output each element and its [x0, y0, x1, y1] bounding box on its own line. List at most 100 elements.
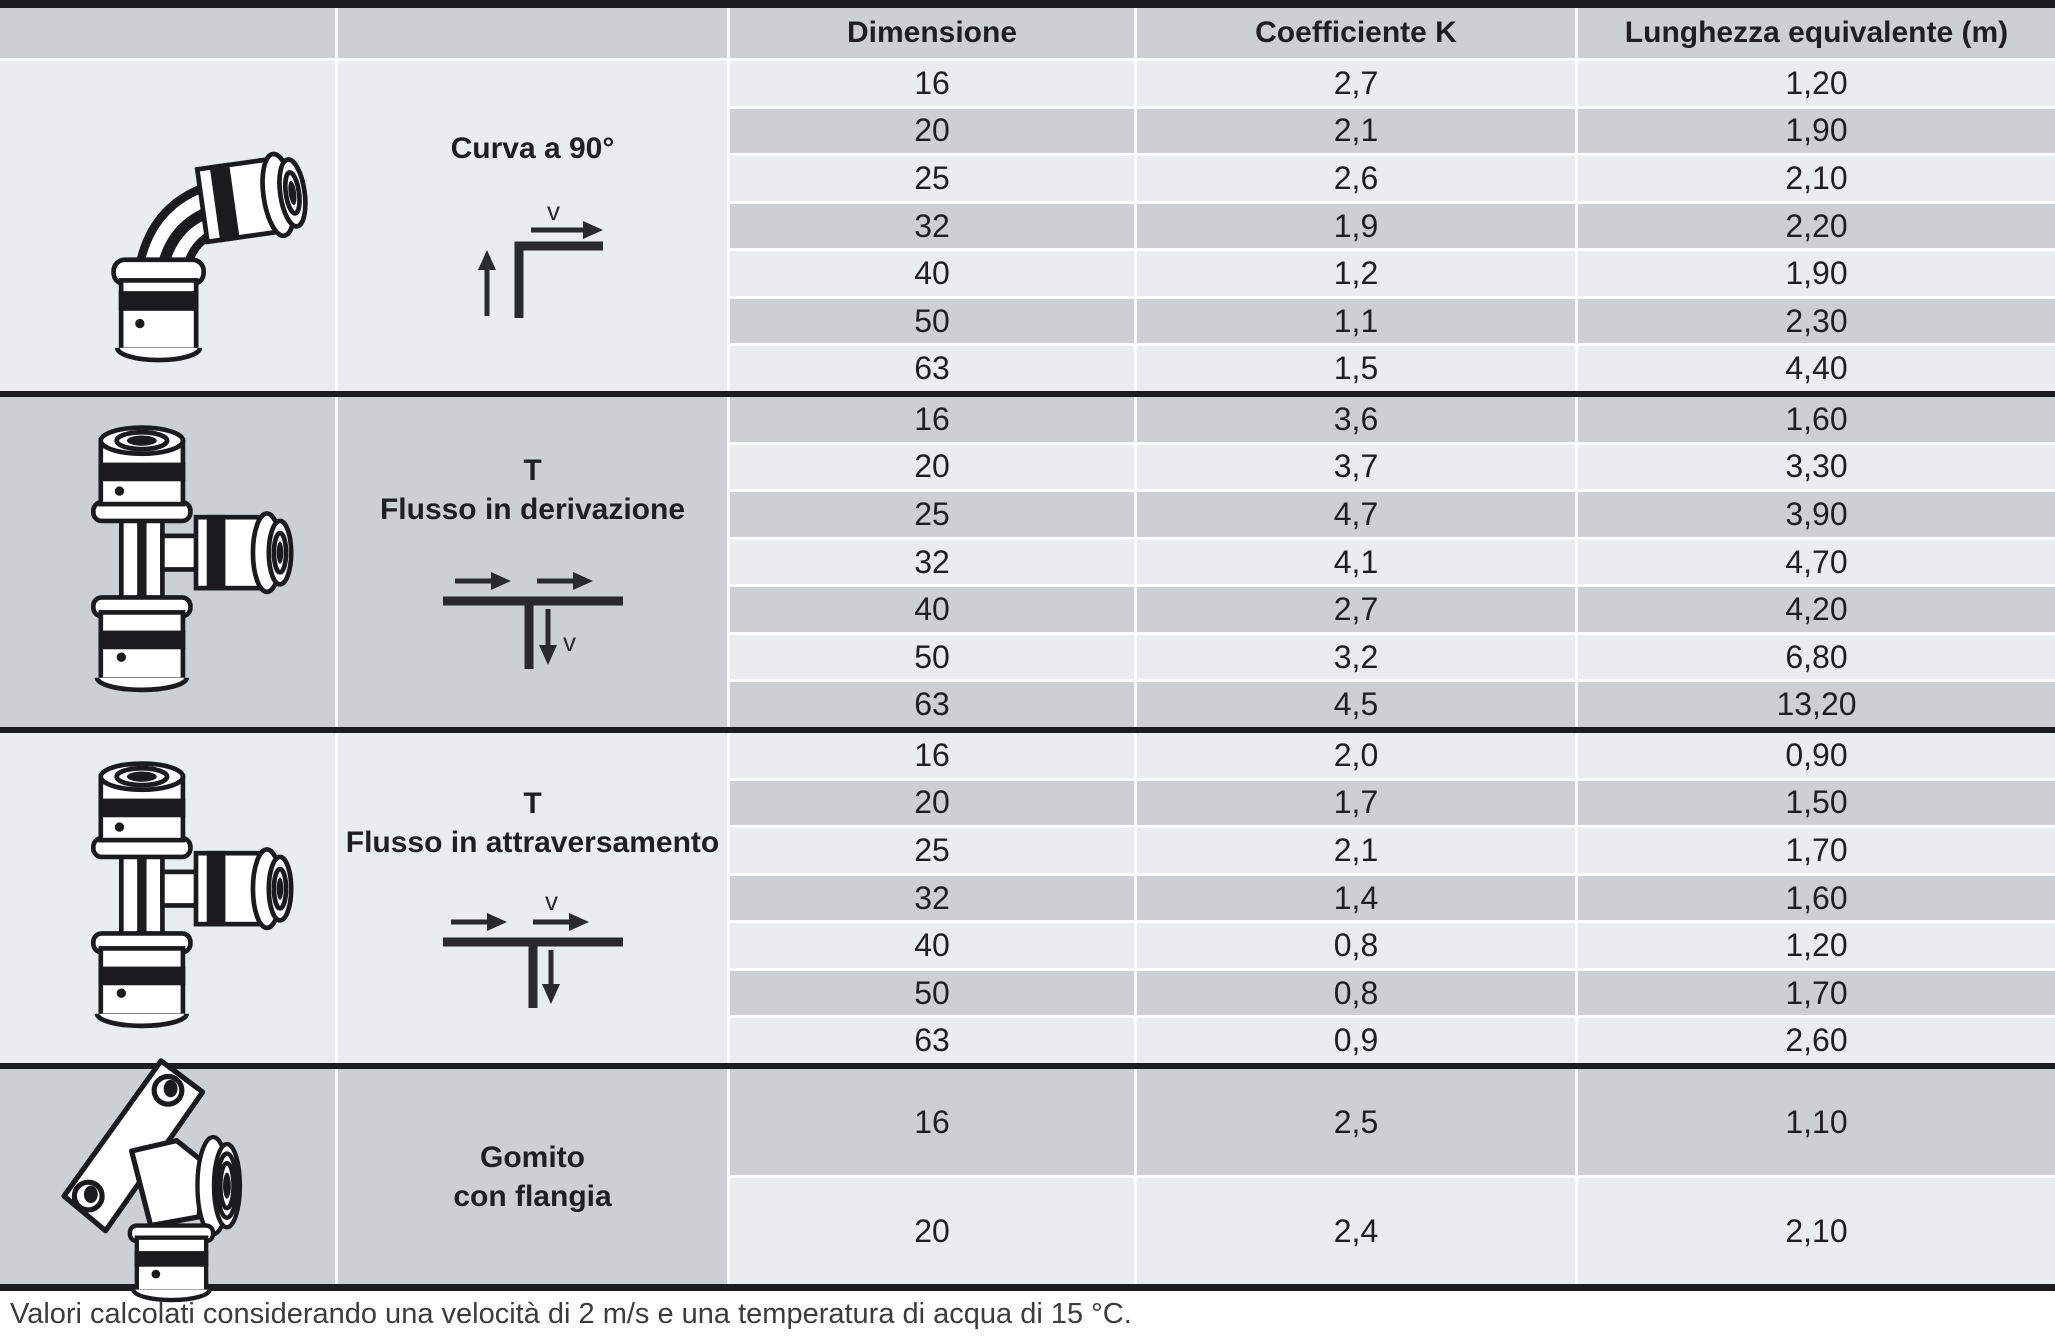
fittings-table: Dimensione Coefficiente K Lunghezza equi…	[0, 0, 2055, 1302]
fitting-name: Gomito con flangia	[453, 1138, 611, 1216]
k-coefficient-value: 2,1	[1137, 108, 1578, 154]
dimension-value: 63	[730, 1018, 1137, 1064]
fitting-label-cell: T Flusso in derivazione v	[338, 397, 730, 727]
equivalent-length-value: 6,80	[1785, 638, 1848, 675]
section-divider	[0, 1063, 2055, 1069]
k-coefficient-value: 2,0	[1137, 733, 1578, 778]
equivalent-length-value: 2,30	[1785, 302, 1848, 339]
equivalent-length-value: 2,10	[1785, 1212, 1848, 1249]
equivalent-length-value: 1,50	[1785, 784, 1848, 821]
k-coefficient-value: 1,7	[1137, 780, 1578, 826]
fitting-label-cell: Gomito con flangia	[338, 1069, 730, 1284]
footnote: Valori calcolati considerando una veloci…	[0, 1291, 2055, 1338]
table-row: 40 2,7 4,20	[730, 587, 2055, 635]
dimension-value: 20	[730, 444, 1137, 490]
equivalent-length-value: 0,90	[1785, 736, 1848, 773]
fitting-name-line: T	[523, 453, 542, 487]
equivalent-length-value: 3,90	[1785, 495, 1848, 532]
fitting-name: Curva a 90°	[451, 129, 615, 168]
table-row: 50 0,8 1,70	[730, 970, 2055, 1019]
table-row: 20 1,7 1,50	[730, 780, 2055, 829]
dimension-value: 25	[730, 492, 1137, 537]
fitting-name-line: con flangia	[453, 1179, 612, 1213]
k-coefficient-value: 3,7	[1137, 444, 1578, 490]
data-rows: 16 3,6 1,60 20 3,7 3,30 25 4,7 3,90 32 4,1 4,70 40 2,…	[730, 397, 2055, 728]
data-rows: 16 2,7 1,20 20 2,1 1,90 25 2,6 2,10 32 1,9 2,20 40 1,…	[730, 61, 2055, 392]
header-coefficiente-k: Coefficiente K	[1137, 8, 1578, 58]
k-coefficient-value: 4,5	[1137, 682, 1578, 728]
table-row: 40 0,8 1,20	[730, 923, 2055, 971]
k-coefficient-value: 0,9	[1137, 1018, 1578, 1064]
k-coefficient-value: 4,7	[1137, 492, 1578, 537]
fitting-section: T Flusso in derivazione v 16 3,6 1,60 20 3,7 3…	[0, 397, 2055, 728]
fitting-name: T Flusso in derivazione	[380, 451, 685, 529]
equivalent-length-value: 1,60	[1785, 400, 1848, 437]
equivalent-length-value: 2,10	[1785, 159, 1848, 196]
table-row: 50 3,2 6,80	[730, 634, 2055, 683]
dimension-value: 32	[730, 539, 1137, 585]
svg-text:v: v	[547, 198, 560, 226]
header-dimensione: Dimensione	[730, 8, 1137, 58]
svg-text:v: v	[563, 627, 576, 657]
k-coefficient-value: 0,8	[1137, 970, 1578, 1016]
k-coefficient-value: 1,9	[1137, 203, 1578, 249]
k-coefficient-value: 1,1	[1137, 298, 1578, 344]
fitting-section: Gomito con flangia 16 2,5 1,10 20 2,4 2,10	[0, 1057, 2055, 1302]
table-row: 32 1,4 1,60	[730, 875, 2055, 924]
section-divider	[0, 391, 2055, 397]
equivalent-length-value: 13,20	[1776, 686, 1857, 723]
table-row: 63 0,9 2,60	[730, 1018, 2055, 1064]
table-row: 32 4,1 4,70	[730, 539, 2055, 588]
k-coefficient-value: 1,5	[1137, 346, 1578, 392]
dimension-value: 63	[730, 682, 1137, 728]
equivalent-length-value: 2,20	[1785, 207, 1848, 244]
equivalent-length-value: 1,20	[1785, 64, 1848, 101]
k-coefficient-value: 4,1	[1137, 539, 1578, 585]
fitting-name-line: Gomito	[479, 1140, 585, 1174]
k-coefficient-value: 1,2	[1137, 251, 1578, 296]
dimension-value: 63	[730, 346, 1137, 392]
tee-through-flow-icon: v	[433, 892, 633, 1012]
fitting-name-line: Curva a 90°	[450, 132, 615, 165]
table-row: 16 2,0 0,90	[730, 733, 2055, 781]
dimension-value: 50	[730, 298, 1137, 344]
svg-text:v: v	[545, 892, 558, 916]
table-row: 25 4,7 3,90	[730, 492, 2055, 540]
equivalent-length-value: 4,40	[1785, 350, 1848, 387]
equivalent-length-value: 1,20	[1785, 927, 1848, 964]
table-bottom-border	[0, 1284, 2055, 1291]
press-elbow-90-illustration	[0, 61, 338, 391]
dimension-value: 25	[730, 156, 1137, 201]
flanged-elbow-illustration	[0, 1057, 338, 1302]
data-rows: 16 2,0 0,90 20 1,7 1,50 25 2,1 1,70 32 1,4 1,60 40 0,…	[730, 733, 2055, 1064]
table-top-border	[0, 0, 2055, 8]
k-coefficient-value: 3,6	[1137, 397, 1578, 442]
dimension-value: 50	[730, 634, 1137, 680]
fitting-section: Curva a 90° v 16 2,7 1,20 20 2,1 1,90 25 2,6 2,1…	[0, 61, 2055, 392]
k-coefficient-value: 1,4	[1137, 875, 1578, 921]
k-coefficient-value: 2,5	[1137, 1069, 1578, 1175]
header-image-column	[0, 8, 338, 58]
fitting-label-cell: Curva a 90° v	[338, 61, 730, 391]
dimension-value: 16	[730, 733, 1137, 778]
table-row: 16 2,5 1,10	[730, 1069, 2055, 1178]
k-coefficient-value: 2,7	[1137, 61, 1578, 106]
equivalent-length-value: 1,90	[1785, 112, 1848, 149]
k-coefficient-value: 2,6	[1137, 156, 1578, 201]
data-rows: 16 2,5 1,10 20 2,4 2,10	[730, 1069, 2055, 1284]
header-lunghezza-equivalente: Lunghezza equivalente (m)	[1578, 8, 2055, 58]
k-coefficient-value: 2,4	[1137, 1178, 1578, 1284]
equivalent-length-value: 4,20	[1785, 591, 1848, 628]
k-coefficient-value: 2,1	[1137, 828, 1578, 873]
equivalent-length-value: 1,90	[1785, 255, 1848, 292]
table-row: 20 2,4 2,10	[730, 1178, 2055, 1284]
table-row: 20 3,7 3,30	[730, 444, 2055, 493]
header-fitting-column	[338, 8, 730, 58]
k-coefficient-value: 2,7	[1137, 587, 1578, 632]
fitting-section: T Flusso in attraversamento v 16 2,0 0,90 20…	[0, 733, 2055, 1064]
table-row: 25 2,1 1,70	[730, 828, 2055, 876]
dimension-value: 16	[730, 1069, 1137, 1175]
dimension-value: 32	[730, 203, 1137, 249]
table-row: 50 1,1 2,30	[730, 298, 2055, 347]
fitting-name: T Flusso in attraversamento	[346, 784, 719, 862]
